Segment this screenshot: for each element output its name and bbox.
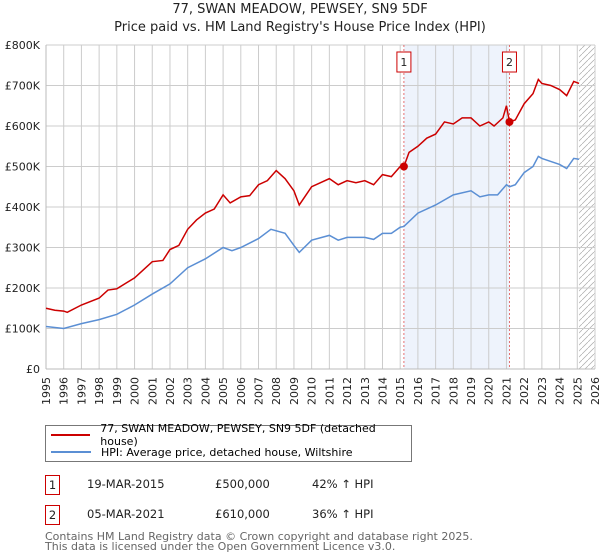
footer-licence: This data is licensed under the Open Gov… (45, 540, 396, 553)
transaction-hpi: 36% ↑ HPI (312, 507, 374, 521)
sale-label: 1 (400, 56, 407, 69)
x-tick-label: 1999 (111, 377, 124, 405)
legend-item-hpi: HPI: Average price, detached house, Wilt… (51, 444, 353, 460)
transaction-row: 1 19-MAR-2015 £500,000 42% ↑ HPI (45, 475, 465, 495)
x-tick-label: 2017 (430, 377, 443, 405)
x-tick-label: 1997 (75, 377, 88, 405)
chart-subtitle: Price paid vs. HM Land Registry's House … (114, 20, 486, 35)
x-tick-label: 2009 (288, 377, 301, 405)
x-tick-label: 2024 (554, 377, 567, 405)
red-line-swatch (51, 434, 91, 436)
x-tick-label: 2018 (447, 377, 460, 405)
x-tick-label: 2011 (323, 377, 336, 405)
x-tick-label: 2021 (500, 377, 513, 405)
x-tick-label: 2012 (341, 377, 354, 405)
price-chart: 1995 1996 1997 1998 1999 2000 2001 2002 2003 2004… (5, 39, 600, 405)
x-tick-label: 1998 (93, 377, 106, 405)
y-tick-label: £0 (26, 363, 40, 376)
y-tick-label: £100K (5, 323, 41, 336)
x-tick-label: 2016 (412, 377, 425, 405)
x-tick-label: 2005 (217, 377, 230, 405)
x-tick-label: 2014 (376, 377, 389, 405)
x-tick-label: 2013 (359, 377, 372, 405)
y-tick-label: £200K (5, 282, 41, 295)
marker-badge: 1 (45, 475, 60, 495)
transaction-row: 2 05-MAR-2021 £610,000 36% ↑ HPI (45, 505, 465, 525)
price-series-line (45, 77, 580, 314)
x-tick-label: 2008 (270, 377, 283, 405)
x-tick-label: 2002 (164, 377, 177, 405)
transaction-date: 05-MAR-2021 (87, 507, 165, 521)
legend: 77, SWAN MEADOW, PEWSEY, SN9 5DF (detach… (45, 422, 412, 462)
x-tick-label: 2000 (129, 377, 142, 405)
x-tick-label: 2020 (483, 377, 496, 405)
transaction-hpi: 42% ↑ HPI (312, 477, 374, 491)
x-tick-label: 2026 (589, 377, 600, 405)
y-tick-label: £800K (5, 39, 41, 52)
transaction-price: £610,000 (215, 507, 270, 521)
x-tick-label: 2019 (465, 377, 478, 405)
sale-label: 2 (506, 56, 513, 69)
x-tick-label: 2015 (394, 377, 407, 405)
x-tick-label: 2003 (182, 377, 195, 405)
chart-title: 77, SWAN MEADOW, PEWSEY, SN9 5DF (172, 2, 428, 17)
y-tick-label: £600K (5, 120, 41, 133)
transaction-date: 19-MAR-2015 (87, 477, 165, 491)
x-tick-label: 1996 (58, 377, 71, 405)
y-tick-label: £500K (5, 161, 41, 174)
y-tick-label: £400K (5, 201, 41, 214)
x-tick-label: 2022 (518, 377, 531, 405)
x-tick-label: 2010 (306, 377, 319, 405)
x-tick-label: 1995 (40, 377, 53, 405)
x-tick-label: 2004 (199, 377, 212, 405)
legend-label: HPI: Average price, detached house, Wilt… (101, 445, 353, 459)
sale-label-box (501, 51, 517, 73)
x-tick-label: 2006 (235, 377, 248, 405)
sale-point (505, 117, 514, 126)
x-tick-label: 2007 (253, 377, 266, 405)
footer-copyright: Contains HM Land Registry data © Crown c… (45, 530, 473, 543)
x-tick-label: 2023 (536, 377, 549, 405)
blue-line-swatch (51, 451, 91, 453)
marker-badge: 2 (45, 505, 60, 525)
x-tick-label: 2001 (146, 377, 159, 405)
sale-point (399, 162, 408, 171)
y-tick-label: £300K (5, 242, 41, 255)
x-tick-label: 2025 (571, 377, 584, 405)
hpi-series-line (45, 155, 580, 330)
y-tick-label: £700K (5, 80, 41, 93)
sale-label-box (396, 51, 412, 73)
transaction-price: £500,000 (215, 477, 270, 491)
legend-item-property: 77, SWAN MEADOW, PEWSEY, SN9 5DF (detach… (51, 422, 411, 448)
legend-label: 77, SWAN MEADOW, PEWSEY, SN9 5DF (detach… (100, 422, 376, 448)
